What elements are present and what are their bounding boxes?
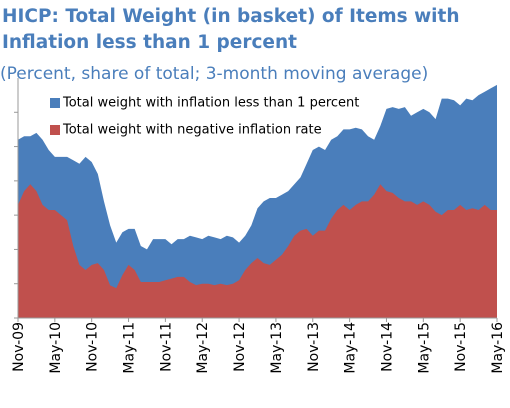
legend-label: Total weight with inflation less than 1 … [62, 96, 359, 111]
x-tick-label: Nov-15 [453, 322, 469, 372]
legend-label: Total weight with negative inflation rat… [62, 123, 322, 138]
area [18, 184, 497, 318]
x-tick-label: Nov-10 [85, 322, 101, 372]
x-tick-label: May-11 [122, 322, 138, 374]
x-tick-label: May-16 [490, 322, 506, 374]
x-tick-label: Nov-13 [306, 322, 322, 372]
x-tick-label: Nov-14 [379, 322, 395, 372]
legend-swatch [50, 98, 60, 108]
chart-subtitle: (Percent, share of total; 3-month moving… [0, 64, 429, 84]
chart-title: HICP: Total Weight (in basket) of Items … [2, 6, 460, 53]
x-tick-label: May-14 [343, 322, 359, 374]
x-tick-label: May-10 [48, 322, 64, 374]
x-tick-label: May-15 [416, 322, 432, 374]
legend-swatch [50, 125, 60, 135]
x-tick-label: Nov-11 [158, 322, 174, 372]
x-tick-label: Nov-12 [232, 322, 248, 372]
x-tick-label: May-13 [269, 322, 285, 374]
x-tick-label: May-12 [195, 322, 211, 374]
x-tick-label: Nov-09 [11, 322, 27, 372]
